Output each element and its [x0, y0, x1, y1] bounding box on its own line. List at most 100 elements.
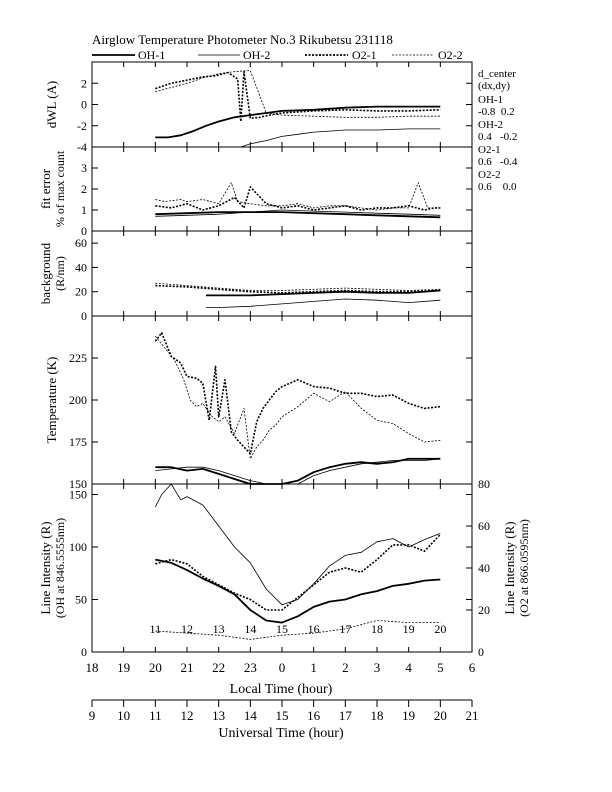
- y-axis-label: Line Intensity (R): [38, 521, 53, 614]
- y-tick-label: 175: [69, 435, 87, 449]
- y-axis-label: Temperature (K): [44, 357, 59, 444]
- series-o21: [155, 533, 441, 611]
- ut-tick-label: 13: [212, 708, 225, 723]
- y-tick-label: 2: [81, 76, 87, 90]
- y-tick-label: 40: [75, 260, 87, 274]
- center-info-value-o22: 0.6 0.0: [478, 181, 517, 193]
- ut-inline-tick-label: 18: [371, 622, 383, 636]
- ut-inline-tick-label: 12: [181, 622, 193, 636]
- y2-tick-label: 80: [478, 477, 490, 491]
- local-tick-label: 18: [86, 660, 99, 675]
- y-tick-label: 2: [81, 182, 87, 196]
- series-o21: [154, 331, 441, 455]
- local-time-label: Local Time (hour): [230, 682, 333, 697]
- y-axis-label-2: (OH at 846.5555nm): [53, 518, 67, 618]
- series-o22: [155, 182, 441, 211]
- center-info-value-oh1: -0.8 0.2: [478, 106, 515, 118]
- y-tick-label: 100: [69, 540, 87, 554]
- local-tick-label: 6: [469, 660, 476, 675]
- ut-label: Universal Time (hour): [218, 726, 344, 741]
- ut-tick-label: 17: [339, 708, 353, 723]
- y-axis-label: background: [38, 242, 53, 304]
- legend-label-o22: O2-2: [438, 48, 463, 62]
- panel-temperature: 150 175 200 225 Temperature (K): [44, 315, 473, 491]
- center-info-name-o22: O2-2: [478, 169, 501, 181]
- y-tick-label: 60: [75, 236, 87, 250]
- local-tick-label: 21: [181, 660, 194, 675]
- series-o21: [155, 186, 441, 211]
- ut-tick-label: 16: [307, 708, 321, 723]
- ut-inline-tick-label: 15: [276, 622, 288, 636]
- panel-fit_error: 0 1 2 3 fit error% of max count: [38, 146, 473, 238]
- ut-inline-tick-label: 20: [434, 622, 446, 636]
- y-tick-label: 150: [69, 477, 87, 491]
- y-tick-label: 1: [81, 203, 87, 217]
- center-info-name-oh1: OH-1: [478, 94, 503, 106]
- local-tick-label: 5: [437, 660, 444, 675]
- local-tick-label: 4: [405, 660, 412, 675]
- series-o22: [155, 282, 441, 291]
- ut-tick-label: 9: [89, 708, 96, 723]
- local-tick-label: 3: [374, 660, 381, 675]
- series-oh2: [240, 128, 441, 148]
- series-o22: [155, 70, 441, 118]
- y-tick-label: 0: [81, 98, 87, 112]
- y-axis-label: dWL (A): [44, 81, 59, 129]
- chart-title: Airglow Temperature Photometer No.3 Riku…: [92, 32, 393, 47]
- y-tick-label: 3: [81, 161, 87, 175]
- ut-inline-tick-label: 13: [213, 622, 225, 636]
- ut-inline-tick-label: 11: [150, 622, 162, 636]
- center-info-value-oh2: 0.4 -0.2: [478, 131, 517, 143]
- ut-inline-ticks: 11 12 13 14 15 16 17 18 19 20: [150, 622, 447, 636]
- center-info-name-oh2: OH-2: [478, 119, 503, 131]
- y2-axis-label-2: (O2 at 866.0595nm): [517, 519, 531, 617]
- y-tick-label: 50: [75, 593, 87, 607]
- local-tick-label: 22: [212, 660, 225, 675]
- local-tick-label: 19: [117, 660, 130, 675]
- ut-axis: 9 10 11 12 13 14 15 16 17 18 19 20 21: [89, 699, 479, 723]
- y2-tick-label: 0: [478, 645, 484, 659]
- series-o21: [155, 70, 441, 123]
- ut-tick-label: 20: [434, 708, 447, 723]
- series-oh1: [206, 289, 441, 297]
- ut-tick-label: 18: [371, 708, 384, 723]
- ut-tick-label: 21: [466, 708, 479, 723]
- y-tick-label: 225: [69, 351, 87, 365]
- local-tick-label: 1: [310, 660, 317, 675]
- ut-inline-tick-label: 17: [339, 622, 351, 636]
- local-tick-label: 2: [342, 660, 349, 675]
- y-tick-label: 20: [75, 285, 87, 299]
- ut-tick-label: 10: [117, 708, 130, 723]
- series-oh1: [155, 211, 441, 219]
- y-tick-label: -4: [77, 140, 87, 154]
- series-o22: [154, 335, 441, 460]
- center-info-title-2: (dx,dy): [478, 80, 510, 92]
- series-oh2: [206, 298, 441, 308]
- y-axis-label: fit error: [38, 168, 53, 209]
- ut-inline-tick-label: 14: [244, 622, 256, 636]
- series-oh1: [155, 457, 441, 485]
- panel-dwl: -4 -2 0 2 dWL (A): [44, 62, 473, 154]
- series-oh1: [155, 105, 441, 139]
- center-info-title-1: d_center: [478, 68, 516, 80]
- ut-tick-label: 14: [244, 708, 258, 723]
- legend-label-oh2: OH-2: [243, 48, 270, 62]
- y2-tick-label: 60: [478, 519, 490, 533]
- series-oh2: [155, 209, 441, 217]
- ut-inline-tick-label: 19: [403, 622, 415, 636]
- local-tick-label: 20: [149, 660, 162, 675]
- local-tick-label: 0: [279, 660, 286, 675]
- ut-tick-label: 19: [402, 708, 415, 723]
- legend: OH-1 OH-2 O2-1 O2-2: [92, 48, 463, 62]
- y-tick-label: 150: [69, 488, 87, 502]
- y-tick-label: 200: [69, 393, 87, 407]
- ut-tick-label: 11: [149, 708, 162, 723]
- series-oh2: [154, 483, 441, 606]
- center-info-value-o21: 0.6 -0.4: [478, 156, 518, 168]
- legend-label-oh1: OH-1: [138, 48, 165, 62]
- center-info-name-o21: O2-1: [478, 144, 501, 156]
- y-tick-label: 0: [81, 645, 87, 659]
- ut-tick-label: 12: [181, 708, 194, 723]
- series-o22: [155, 620, 441, 640]
- center-info: d_center (dx,dy) OH-1 -0.8 0.2 OH-2 0.4 …: [478, 68, 518, 193]
